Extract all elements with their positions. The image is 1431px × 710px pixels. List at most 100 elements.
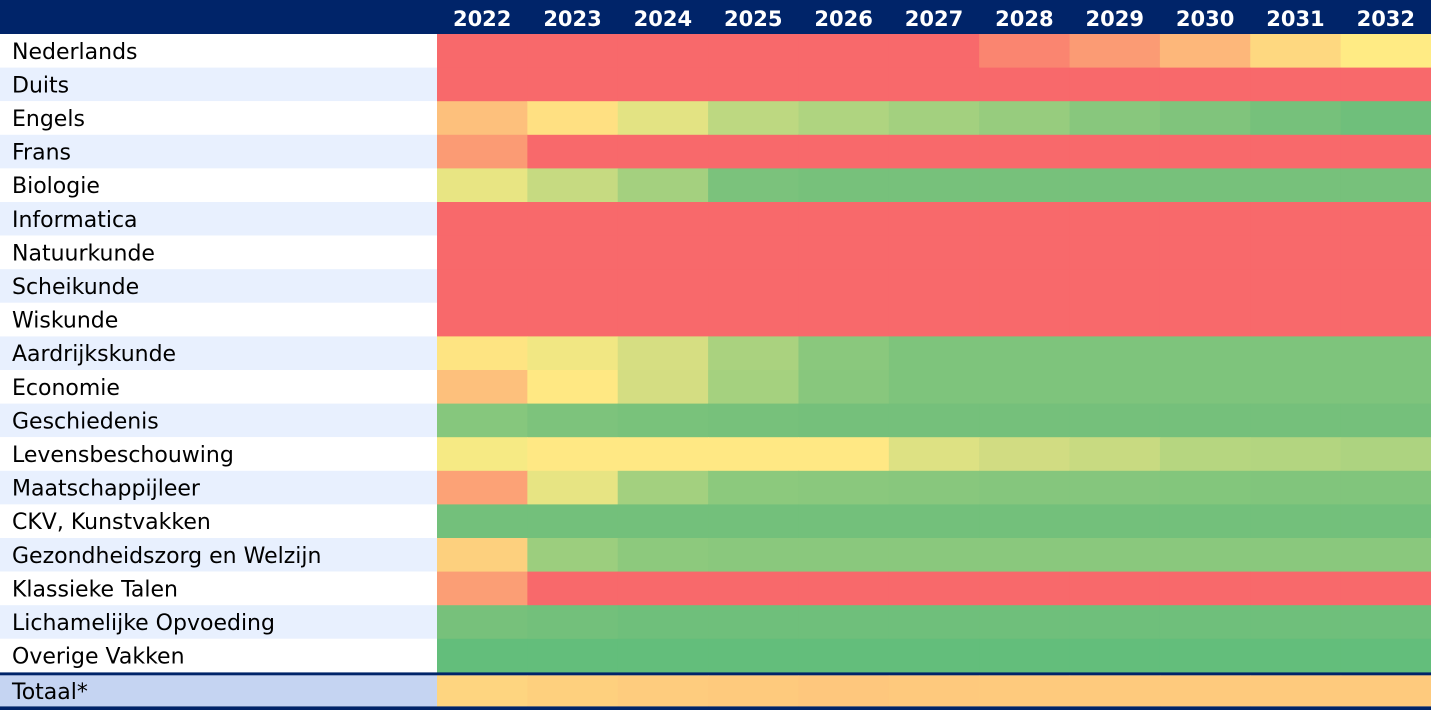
heatmap-cell <box>1340 403 1431 438</box>
row-label-bg <box>0 269 437 303</box>
heatmap-cell <box>1159 34 1251 69</box>
heatmap-cell <box>1250 101 1342 136</box>
heatmap-cell <box>1250 504 1342 539</box>
heatmap-cell <box>1069 235 1161 270</box>
heatmap-cell <box>1250 34 1342 69</box>
heatmap-cell <box>708 235 800 270</box>
heatmap-cell <box>617 336 709 371</box>
total-cell <box>1069 675 1161 707</box>
row-label: Levensbeschouwing <box>12 443 234 468</box>
heatmap-cell <box>979 605 1071 640</box>
heatmap-cell <box>1250 437 1342 472</box>
row-label-bg <box>0 370 437 404</box>
heatmap-cell <box>1159 269 1251 304</box>
row-label: Klassieke Talen <box>12 577 178 602</box>
heatmap-cell <box>1159 336 1251 371</box>
heatmap-cell <box>1069 571 1161 606</box>
heatmap-cell <box>1250 302 1342 337</box>
heatmap-cell <box>437 269 528 304</box>
heatmap-cell <box>1340 470 1431 505</box>
year-label-2028: 2028 <box>995 7 1053 31</box>
heatmap-cell <box>527 34 619 69</box>
total-cell <box>1250 675 1342 707</box>
heatmap-cell <box>888 168 980 203</box>
row-label-bg <box>0 134 437 169</box>
row-label-bg <box>0 235 437 270</box>
heatmap-cell <box>1159 302 1251 337</box>
heatmap-cell <box>979 235 1071 270</box>
row-label-bg <box>0 571 437 606</box>
heatmap-cell <box>1069 67 1161 102</box>
row-label: Overige Vakken <box>12 645 185 670</box>
heatmap-cell <box>1250 168 1342 203</box>
heatmap-cell <box>798 538 890 573</box>
heatmap-cell <box>979 202 1071 237</box>
heatmap-cell <box>437 101 528 136</box>
year-label-2024: 2024 <box>634 7 692 31</box>
heatmap-cell <box>617 202 709 237</box>
heatmap-cell <box>617 403 709 438</box>
heatmap-cell <box>1159 134 1251 169</box>
heatmap-cell <box>527 101 619 136</box>
heatmap-cell <box>979 101 1071 136</box>
heatmap-cell <box>979 34 1071 69</box>
heatmap-cell <box>1340 168 1431 203</box>
heatmap-cell <box>527 168 619 203</box>
heatmap-cell <box>888 504 980 539</box>
heatmap-cell <box>1159 168 1251 203</box>
heatmap-cell <box>798 302 890 337</box>
heatmap-cell <box>708 269 800 304</box>
heatmap-cell <box>708 34 800 69</box>
heatmap-cell <box>1340 302 1431 337</box>
heatmap-cell <box>527 269 619 304</box>
heatmap-cell <box>708 134 800 169</box>
heatmap-cell <box>1340 605 1431 640</box>
heatmap-cell <box>527 571 619 606</box>
heatmap-cell <box>1250 538 1342 573</box>
heatmap-cell <box>1069 403 1161 438</box>
row-label-bg <box>0 34 437 68</box>
heatmap-cell <box>617 269 709 304</box>
heatmap-cell <box>617 605 709 640</box>
heatmap-cell <box>979 370 1071 405</box>
heatmap-cell <box>437 302 528 337</box>
heatmap-cell <box>1159 638 1251 673</box>
heatmap-cell <box>798 605 890 640</box>
heatmap-cell <box>888 302 980 337</box>
total-label-bg <box>0 675 437 707</box>
row-label-bg <box>0 302 437 337</box>
heatmap-cell <box>1069 302 1161 337</box>
heatmap-cell <box>1069 370 1161 405</box>
heatmap-cell <box>1159 437 1251 472</box>
heatmap-cell <box>1250 370 1342 405</box>
row-label: Lichamelijke Opvoeding <box>12 611 275 636</box>
heatmap-cell <box>798 34 890 69</box>
heatmap-cell <box>1250 67 1342 102</box>
heatmap-cell <box>1159 67 1251 102</box>
heatmap-cell <box>617 134 709 169</box>
heatmap-cell <box>1069 336 1161 371</box>
heatmap-cell <box>798 504 890 539</box>
heatmap-cell <box>979 504 1071 539</box>
row-label: Natuurkunde <box>12 241 155 266</box>
bottom-border <box>0 706 1431 710</box>
row-label-bg <box>0 168 437 202</box>
heatmap-cell <box>888 403 980 438</box>
heatmap-cell <box>708 605 800 640</box>
heatmap-cell <box>708 470 800 505</box>
heatmap-cell <box>1340 34 1431 69</box>
heatmap-cell <box>888 370 980 405</box>
heatmap-cell <box>437 336 528 371</box>
heatmap-cell <box>527 437 619 472</box>
heatmap-cell <box>798 336 890 371</box>
heatmap-cell <box>617 370 709 405</box>
heatmap-cell <box>437 34 528 69</box>
row-label-bg <box>0 202 437 236</box>
heatmap-cell <box>437 571 528 606</box>
heatmap-cell <box>1069 437 1161 472</box>
total-cell <box>1159 675 1251 707</box>
heatmap-cell <box>979 538 1071 573</box>
heatmap-cell <box>1250 605 1342 640</box>
heatmap-cell <box>1340 269 1431 304</box>
heatmap-cell <box>979 638 1071 673</box>
